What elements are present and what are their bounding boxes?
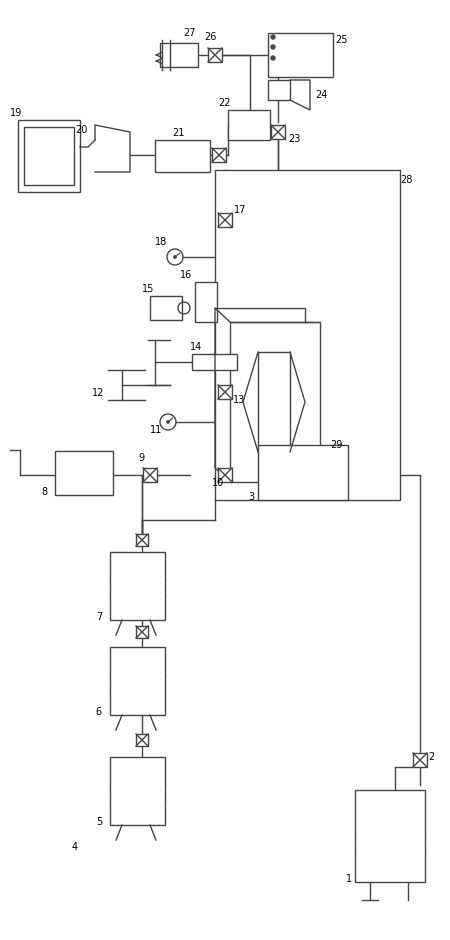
Bar [258, 352, 290, 452]
Bar [18, 120, 80, 192]
Text: 5: 5 [96, 817, 102, 827]
Bar [110, 647, 165, 715]
Bar [215, 170, 400, 500]
Text: 19: 19 [10, 108, 22, 118]
Bar [136, 734, 148, 746]
Text: 26: 26 [204, 32, 216, 42]
Bar [271, 125, 285, 139]
Text: 23: 23 [288, 134, 301, 144]
Bar [268, 33, 333, 77]
Bar [24, 127, 74, 185]
Bar [218, 213, 232, 227]
Bar [208, 48, 222, 62]
Bar [195, 282, 217, 322]
Text: 2: 2 [428, 752, 434, 762]
Bar [160, 43, 198, 67]
Text: 4: 4 [72, 842, 78, 852]
Text: 6: 6 [96, 707, 102, 717]
Bar [228, 110, 270, 140]
Circle shape [174, 256, 176, 258]
Text: 12: 12 [92, 388, 104, 398]
Text: 20: 20 [75, 125, 87, 135]
Bar [143, 468, 157, 482]
Text: 15: 15 [142, 284, 154, 294]
Text: 10: 10 [212, 478, 224, 488]
Text: 22: 22 [218, 98, 230, 108]
Text: 14: 14 [190, 342, 202, 352]
Circle shape [271, 45, 275, 49]
Text: 25: 25 [335, 35, 347, 45]
Text: 18: 18 [155, 237, 167, 247]
Text: 16: 16 [180, 270, 192, 280]
Circle shape [271, 35, 275, 39]
Text: 7: 7 [96, 612, 102, 622]
Bar [136, 626, 148, 638]
Text: 8: 8 [42, 487, 48, 497]
Bar [155, 140, 210, 172]
Bar [258, 445, 348, 500]
Bar [413, 753, 427, 767]
Bar [355, 790, 425, 882]
Bar [150, 296, 182, 320]
Text: 13: 13 [233, 395, 245, 405]
Bar [230, 322, 320, 482]
Circle shape [271, 56, 275, 60]
Text: 9: 9 [138, 453, 144, 463]
Circle shape [166, 420, 170, 424]
Bar [110, 552, 165, 620]
Text: 24: 24 [315, 90, 328, 100]
Bar [268, 80, 290, 100]
Bar [212, 148, 226, 162]
Bar [192, 354, 237, 370]
Text: 29: 29 [330, 440, 342, 450]
Text: 3: 3 [248, 492, 254, 502]
Text: 28: 28 [400, 175, 412, 185]
Text: 1: 1 [346, 874, 352, 884]
Text: 17: 17 [234, 205, 247, 215]
Text: 11: 11 [150, 425, 162, 435]
Text: 27: 27 [183, 28, 195, 38]
Bar [136, 534, 148, 546]
Bar [218, 385, 232, 399]
Text: 21: 21 [172, 128, 184, 138]
Bar [110, 757, 165, 825]
Bar [55, 451, 113, 495]
Bar [218, 468, 232, 482]
